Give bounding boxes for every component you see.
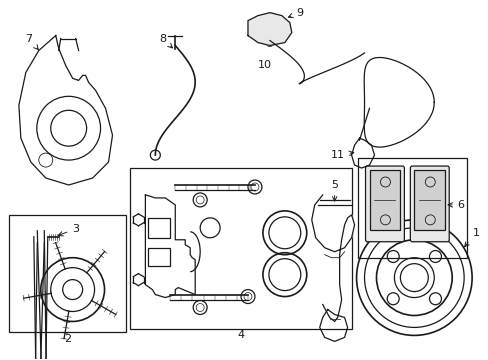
Text: 10: 10 — [257, 60, 271, 71]
Text: 3: 3 — [58, 224, 79, 236]
Text: 4: 4 — [237, 330, 244, 341]
FancyBboxPatch shape — [409, 166, 448, 242]
Polygon shape — [247, 13, 291, 45]
Text: 9: 9 — [288, 8, 303, 18]
Text: 2: 2 — [64, 334, 71, 345]
Text: 5: 5 — [330, 180, 338, 201]
Text: 7: 7 — [25, 33, 38, 50]
Bar — [9, 215, 126, 332]
Bar — [413, 170, 444, 230]
FancyBboxPatch shape — [365, 166, 404, 242]
Text: 8: 8 — [159, 33, 172, 48]
Bar — [369, 170, 400, 230]
Text: 11: 11 — [330, 150, 353, 160]
Text: 1: 1 — [464, 228, 479, 247]
Bar — [130, 168, 351, 329]
Text: 6: 6 — [447, 200, 464, 210]
Bar — [357, 158, 466, 258]
Polygon shape — [311, 195, 354, 321]
Bar — [148, 248, 170, 266]
Bar — [148, 218, 170, 238]
